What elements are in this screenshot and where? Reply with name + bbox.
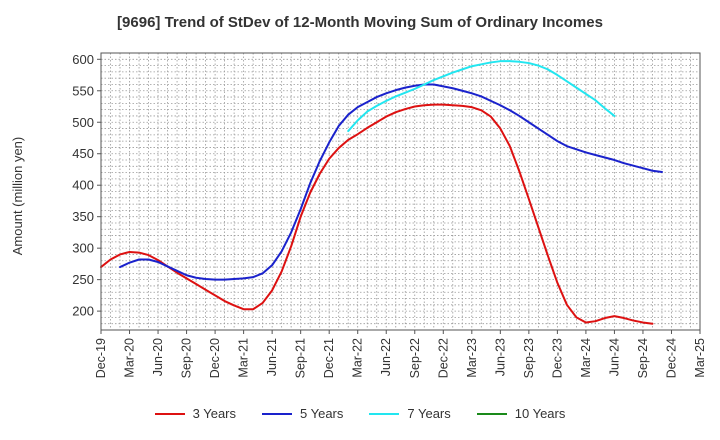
y-tick-label: 600 (72, 52, 94, 67)
legend-item-5-years: 5 Years (262, 406, 343, 421)
x-tick-label: Sep-23 (522, 338, 536, 378)
y-tick-label: 300 (72, 241, 94, 256)
x-tick-label: Jun-20 (151, 338, 165, 376)
x-tick-label: Dec-20 (208, 338, 222, 378)
legend-swatch-5-years (262, 412, 292, 415)
x-tick-label: Dec-24 (664, 338, 678, 378)
legend-swatch-10-years (476, 412, 507, 415)
x-tick-label: Sep-24 (636, 338, 650, 378)
y-tick-label: 250 (72, 272, 94, 287)
legend-label: 10 Years (514, 406, 566, 421)
legend-label: 7 Years (407, 406, 451, 421)
x-tick-label: Sep-22 (408, 338, 422, 378)
x-tick-label: Dec-23 (550, 338, 564, 378)
legend-swatch-3-years (154, 412, 185, 415)
x-tick-label: Mar-20 (123, 338, 137, 378)
x-tick-label: Jun-23 (493, 338, 507, 376)
legend-label: 3 Years (192, 406, 236, 421)
y-tick-label: 400 (72, 178, 94, 193)
y-tick-label: 550 (72, 83, 94, 98)
x-tick-label: Mar-23 (465, 338, 479, 378)
x-tick-label: Jun-22 (379, 338, 393, 376)
plot-frame (100, 52, 701, 331)
legend-item-7-years: 7 Years (369, 406, 451, 421)
x-tick-label: Dec-21 (322, 338, 336, 378)
x-tick-label: Jun-24 (607, 338, 621, 376)
x-tick-label: Mar-21 (237, 338, 251, 378)
y-tick-label: 350 (72, 209, 94, 224)
series-line-7-years (347, 60, 616, 133)
legend: 3 Years 5 Years 7 Years 10 Years (0, 406, 720, 421)
legend-swatch-7-years (369, 412, 400, 415)
x-tick-label: Dec-22 (436, 338, 450, 378)
x-tick-label: Mar-22 (351, 338, 365, 378)
series-line-5-years (119, 83, 663, 281)
x-tick-label: Sep-20 (180, 338, 194, 378)
series-line-3-years (100, 103, 654, 325)
legend-item-10-years: 10 Years (476, 406, 566, 421)
x-tick-label: Jun-21 (265, 338, 279, 376)
chart-title: [9696] Trend of StDev of 12-Month Moving… (117, 14, 603, 31)
legend-item-3-years: 3 Years (154, 406, 236, 421)
x-tick-label: Dec-19 (94, 338, 108, 378)
x-tick-label: Mar-25 (693, 338, 707, 378)
legend-label: 5 Years (300, 406, 344, 421)
y-tick-label: 450 (72, 146, 94, 161)
y-tick-label: 200 (72, 304, 94, 319)
x-tick-label: Mar-24 (579, 338, 593, 378)
x-tick-label: Sep-21 (294, 338, 308, 378)
y-tick-label: 500 (72, 115, 94, 130)
